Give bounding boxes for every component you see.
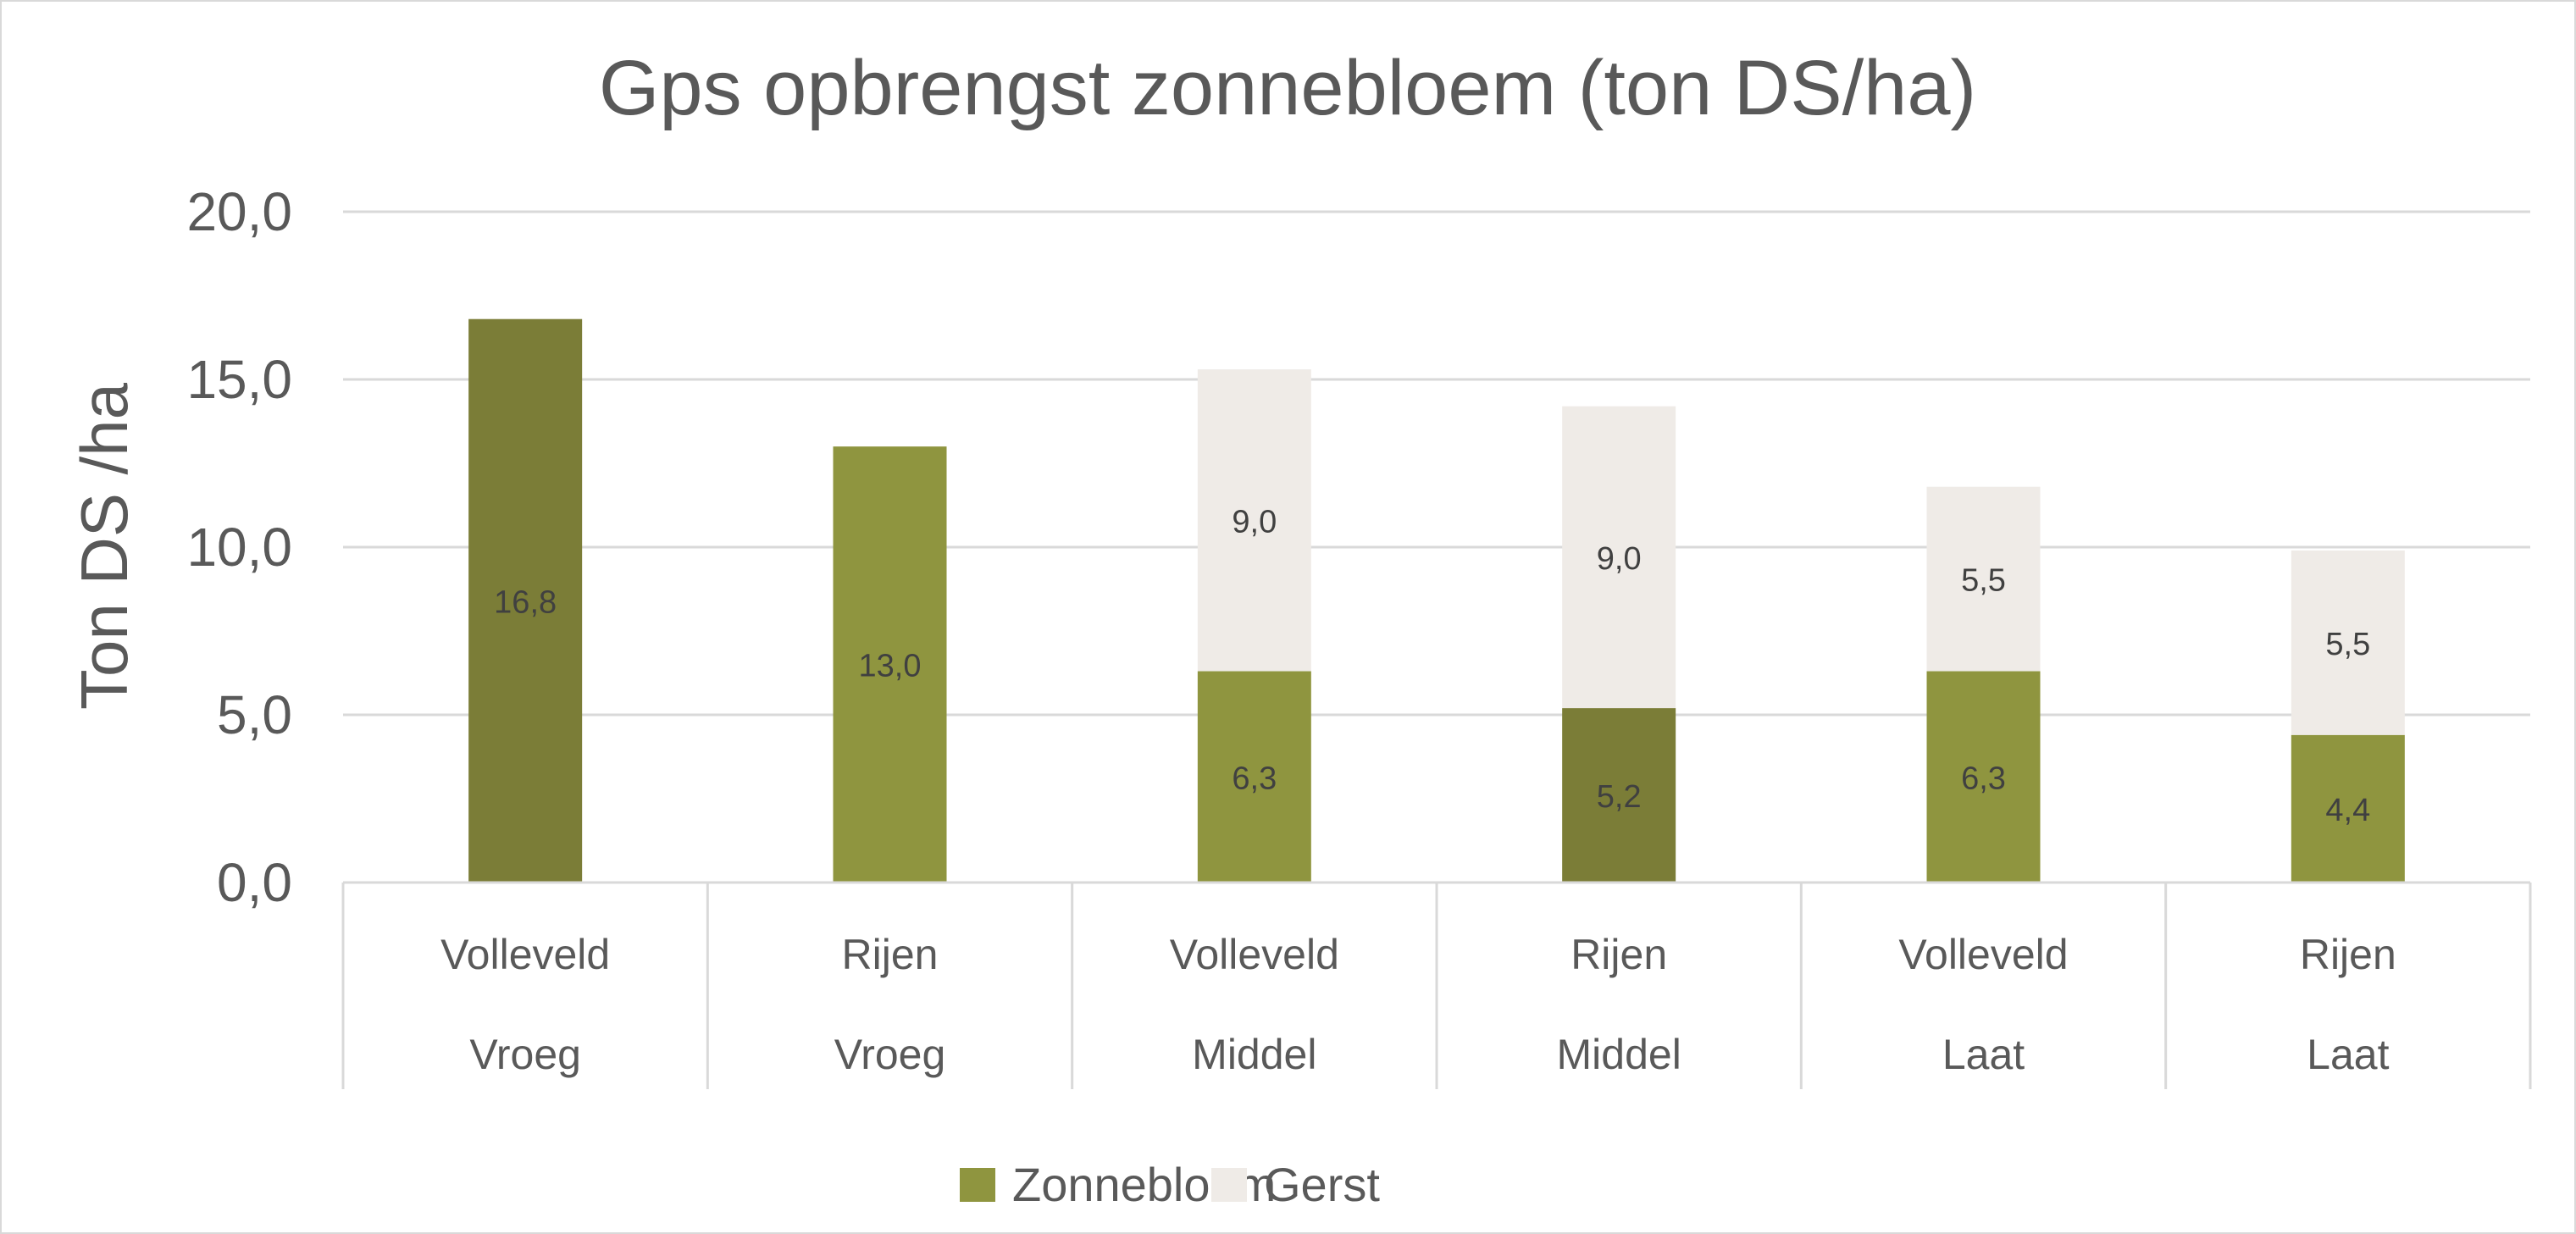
y-tick-labels: 0,0 5,0 10,0 15,0 20,0 <box>186 181 292 913</box>
data-label: 9,0 <box>1232 504 1277 540</box>
bars: 16,8 13,0 6,3 9,0 5,2 9,0 6,3 5,5 4,4 5,5 <box>468 318 2405 883</box>
bar-gerst <box>1926 486 2041 672</box>
category-label-row1: Rijen <box>1571 931 1667 978</box>
category-label-row2: Middel <box>1557 1031 1681 1078</box>
data-label: 4,4 <box>2325 793 2370 828</box>
legend-swatch-gerst <box>1211 1168 1247 1202</box>
category-label-row1: Volleveld <box>1898 931 2068 978</box>
data-label: 9,0 <box>1597 541 1642 577</box>
y-tick-label: 20,0 <box>186 181 292 242</box>
legend-swatch-zonnebloem <box>960 1168 995 1202</box>
gridlines <box>343 210 2530 717</box>
category-label-row1: Volleveld <box>440 931 610 978</box>
category-label-row1: Rijen <box>2300 931 2396 978</box>
data-label: 13,0 <box>859 649 922 684</box>
legend-label-gerst: Gerst <box>1264 1158 1380 1211</box>
y-axis-title: Ton DS /ha <box>67 382 141 710</box>
y-tick-label: 0,0 <box>217 852 292 913</box>
category-label-row1: Volleveld <box>1170 931 1339 978</box>
y-tick-label: 15,0 <box>186 349 292 410</box>
bar-gerst <box>2291 550 2405 735</box>
category-label-row2: Laat <box>1942 1031 2025 1078</box>
category-label-row2: Middel <box>1192 1031 1316 1078</box>
data-label: 6,3 <box>1961 761 2006 796</box>
data-label: 6,3 <box>1232 761 1277 796</box>
data-label: 5,5 <box>2325 627 2370 662</box>
y-tick-label: 5,0 <box>217 684 292 745</box>
data-label: 5,5 <box>1961 563 2006 599</box>
bar-zonnebloem <box>1926 671 2041 883</box>
data-label: 5,2 <box>1597 779 1642 815</box>
category-label-row2: Vroeg <box>834 1031 946 1078</box>
bar-zonnebloem <box>1197 671 1311 883</box>
y-tick-label: 10,0 <box>186 517 292 578</box>
bar-gerst <box>1197 369 1311 672</box>
bar-zonnebloem <box>833 446 947 883</box>
data-label: 16,8 <box>494 584 557 620</box>
bar-zonnebloem <box>1562 708 1676 883</box>
category-label-row2: Laat <box>2307 1031 2389 1078</box>
bar-zonnebloem <box>468 318 583 883</box>
category-axis: Volleveld Vroeg Rijen Vroeg Volleveld Middel R… <box>341 881 2532 1089</box>
bar-zonnebloem <box>2291 734 2405 883</box>
category-label-row1: Rijen <box>842 931 939 978</box>
category-label-row2: Vroeg <box>469 1031 581 1078</box>
bar-gerst <box>1562 406 1676 709</box>
chart-title: Gps opbrengst zonnebloem (ton DS/ha) <box>599 45 1976 131</box>
